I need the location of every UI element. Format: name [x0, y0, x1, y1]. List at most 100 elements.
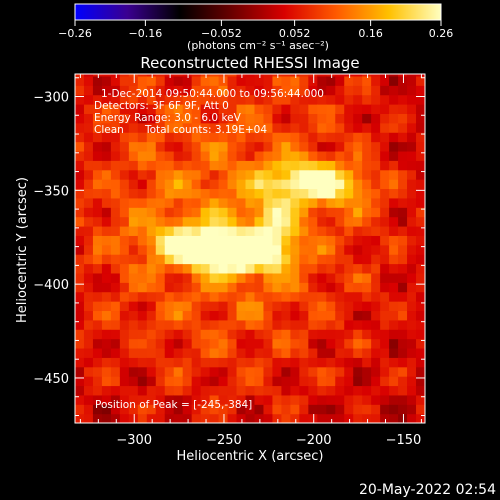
heatmap-cell [218, 197, 229, 208]
heatmap-cell [200, 122, 211, 133]
heatmap-cell [416, 113, 425, 124]
heatmap-cell [317, 254, 327, 265]
heatmap-cell [335, 404, 345, 415]
heatmap-cell [326, 366, 336, 377]
heatmap-cell [173, 132, 184, 143]
heatmap-cell [272, 74, 283, 77]
heatmap-cell [209, 301, 220, 312]
heatmap-cell [380, 263, 390, 274]
heatmap-cell [371, 113, 381, 124]
heatmap-cell [173, 160, 184, 171]
heatmap-cell [344, 319, 354, 330]
heatmap-cell [119, 254, 130, 265]
heatmap-cell [146, 319, 157, 330]
heatmap-cell [407, 254, 417, 265]
heatmap-cell [173, 94, 184, 105]
heatmap-cell [335, 122, 345, 133]
heatmap-cell [281, 150, 291, 161]
heatmap-cell [308, 244, 318, 255]
heatmap-cell [344, 272, 354, 283]
heatmap-cell [164, 122, 175, 133]
heatmap-cell [146, 94, 157, 105]
heatmap-cell [218, 207, 229, 218]
heatmap-cell [281, 254, 291, 265]
heatmap-cell [416, 310, 425, 321]
heatmap-cell [218, 244, 229, 255]
heatmap-cell [245, 225, 256, 236]
heatmap-cell [101, 338, 112, 349]
heatmap-cell [290, 75, 300, 86]
heatmap-cell [407, 207, 417, 218]
heatmap-cell [263, 272, 274, 283]
heatmap-cell [137, 376, 148, 387]
x-tick-label: −200 [296, 433, 332, 448]
heatmap-cell [128, 376, 139, 387]
heatmap-cell [290, 319, 300, 330]
heatmap-cell [83, 113, 94, 124]
heatmap-cell [317, 366, 327, 377]
heatmap-cell [155, 244, 166, 255]
heatmap-cell [75, 197, 85, 208]
heatmap-cell [299, 319, 309, 330]
heatmap-cell [191, 94, 202, 105]
heatmap-cell [227, 282, 238, 293]
heatmap-cell [380, 85, 390, 96]
heatmap-cell [137, 75, 148, 86]
heatmap-cell [272, 272, 283, 283]
heatmap-cell [344, 94, 354, 105]
heatmap-cell [371, 263, 381, 274]
heatmap-cell [272, 207, 283, 218]
heatmap-cell [362, 94, 372, 105]
heatmap-cell [398, 310, 408, 321]
heatmap-cell [317, 74, 327, 77]
heatmap-cell [380, 301, 390, 312]
heatmap-cell [380, 376, 390, 387]
heatmap-cell [173, 122, 184, 133]
heatmap-cell [281, 347, 291, 358]
heatmap-cell [164, 263, 175, 274]
heatmap-cell [398, 338, 408, 349]
heatmap-cell [83, 235, 94, 246]
heatmap-cell [407, 394, 417, 405]
heatmap-cell [290, 74, 300, 77]
heatmap-cell [380, 169, 390, 180]
heatmap-cell [389, 132, 399, 143]
heatmap-cell [182, 357, 193, 368]
heatmap-cell [92, 207, 103, 218]
heatmap-cell [317, 160, 327, 171]
heatmap-cell [254, 235, 265, 246]
heatmap-cell [380, 225, 390, 236]
heatmap-cell [137, 179, 148, 190]
heatmap-cell [263, 310, 274, 321]
heatmap-cell [344, 366, 354, 377]
heatmap-cell [209, 150, 220, 161]
heatmap-cell [263, 225, 274, 236]
heatmap-cell [254, 366, 265, 377]
heatmap-cell [200, 150, 211, 161]
heatmap-cell [218, 263, 229, 274]
heatmap-cell [227, 310, 238, 321]
heatmap-cell [155, 132, 166, 143]
heatmap-cell [173, 347, 184, 358]
heatmap-cell [200, 188, 211, 199]
heatmap-cell [344, 141, 354, 152]
heatmap-cell [83, 347, 94, 358]
heatmap-cell [317, 244, 327, 255]
heatmap-cell [146, 207, 157, 218]
heatmap-cell [83, 160, 94, 171]
heatmap-cell [281, 404, 291, 415]
heatmap-cell [137, 263, 148, 274]
heatmap-cell [362, 338, 372, 349]
heatmap-cell [416, 150, 425, 161]
heatmap-cell [407, 385, 417, 396]
heatmap-cell [75, 188, 85, 199]
heatmap-cell [398, 75, 408, 86]
heatmap-cell [146, 113, 157, 124]
heatmap-cell [254, 338, 265, 349]
heatmap-cell [146, 272, 157, 283]
heatmap-cell [75, 310, 85, 321]
colorbar-tick-label: 0.052 [279, 27, 311, 40]
heatmap-cell [182, 282, 193, 293]
heatmap-cell [200, 94, 211, 105]
heatmap-cell [380, 113, 390, 124]
